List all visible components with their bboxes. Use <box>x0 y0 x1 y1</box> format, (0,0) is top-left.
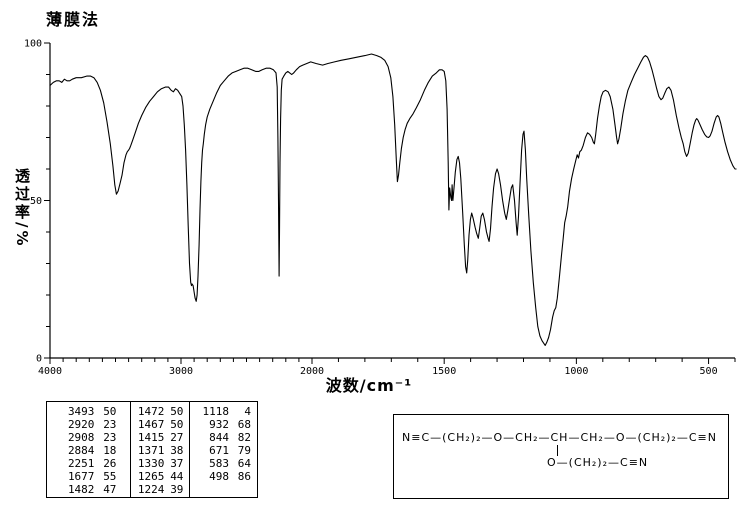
peak-table-row: 1415 27 <box>131 431 189 444</box>
peak-table-row: 1677 55 <box>47 470 130 483</box>
peak-transmittance: 44 <box>170 470 184 483</box>
peak-wavenumber: 844 <box>209 431 229 444</box>
peak-table-column: 1472 50 1467 50 1415 27 1371 38 1330 37 1265 44 1224… <box>130 402 189 497</box>
y-axis-label: 透过率/% <box>13 168 31 249</box>
peak-transmittance: 4 <box>244 405 251 418</box>
peak-transmittance: 55 <box>103 470 117 483</box>
peak-wavenumber: 1482 <box>67 483 95 496</box>
peak-transmittance: 50 <box>170 418 184 431</box>
peak-table: 3493 50 2920 23 2908 23 2884 18 2251 26 1677 55 1482… <box>46 401 258 498</box>
peak-table-row: 1467 50 <box>131 418 189 431</box>
peak-table-row: 3493 50 <box>47 405 130 418</box>
x-tick-label: 4000 <box>38 366 62 377</box>
peak-table-row: 1118 4 <box>190 405 257 418</box>
peak-wavenumber: 1472 <box>137 405 165 418</box>
peak-wavenumber: 1415 <box>137 431 165 444</box>
peak-transmittance: 86 <box>237 470 251 483</box>
peak-transmittance: 50 <box>170 405 184 418</box>
structure-box: N≡C—(CH₂)₂—O—CH₂—CH—CH₂—O—(CH₂)₂—C≡N O—(… <box>393 414 729 499</box>
peak-wavenumber: 1371 <box>137 444 165 457</box>
peak-wavenumber: 1677 <box>67 470 95 483</box>
peak-wavenumber: 1330 <box>137 457 165 470</box>
peak-transmittance: 79 <box>237 444 251 457</box>
peak-transmittance: 38 <box>170 444 184 457</box>
x-tick-label: 1000 <box>564 366 588 377</box>
x-axis-label: 波数/cm⁻¹ <box>325 376 413 395</box>
peak-wavenumber: 1224 <box>137 483 165 496</box>
peak-wavenumber: 1467 <box>137 418 165 431</box>
peak-transmittance: 39 <box>170 483 184 496</box>
peak-table-row: 498 86 <box>190 470 257 483</box>
x-tick-label: 500 <box>700 366 718 377</box>
peak-wavenumber: 1118 <box>202 405 230 418</box>
peak-table-row: 932 68 <box>190 418 257 431</box>
peak-transmittance: 68 <box>237 418 251 431</box>
peak-table-column: 1118 4 932 68 844 82 671 79 583 64 498 86 <box>189 402 257 497</box>
peak-table-row: 583 64 <box>190 457 257 470</box>
peak-transmittance: 27 <box>170 431 184 444</box>
peak-transmittance: 23 <box>103 431 117 444</box>
x-tick-label: 2000 <box>300 366 324 377</box>
peak-wavenumber: 2251 <box>67 457 95 470</box>
peak-wavenumber: 2884 <box>67 444 95 457</box>
peak-table-row: 1371 38 <box>131 444 189 457</box>
y-tick-label: 100 <box>24 39 42 50</box>
peak-table-row: 1224 39 <box>131 483 189 496</box>
x-tick-label: 1500 <box>432 366 456 377</box>
structure-formula-main: N≡C—(CH₂)₂—O—CH₂—CH—CH₂—O—(CH₂)₂—C≡N <box>402 431 717 444</box>
peak-wavenumber: 2908 <box>67 431 95 444</box>
peak-table-row: 1472 50 <box>131 405 189 418</box>
x-tick-label: 3000 <box>169 366 193 377</box>
peak-table-row: 1482 47 <box>47 483 130 496</box>
peak-transmittance: 50 <box>103 405 117 418</box>
peak-table-row: 2920 23 <box>47 418 130 431</box>
peak-wavenumber: 671 <box>209 444 229 457</box>
peak-transmittance: 26 <box>103 457 117 470</box>
spectrum-curve <box>49 53 737 346</box>
peak-table-row: 1265 44 <box>131 470 189 483</box>
peak-transmittance: 23 <box>103 418 117 431</box>
peak-transmittance: 47 <box>103 483 117 496</box>
peak-table-row: 844 82 <box>190 431 257 444</box>
peak-wavenumber: 932 <box>209 418 229 431</box>
peak-wavenumber: 583 <box>209 457 229 470</box>
peak-transmittance: 82 <box>237 431 251 444</box>
peak-table-row: 2908 23 <box>47 431 130 444</box>
peak-transmittance: 64 <box>237 457 251 470</box>
peak-table-row: 2251 26 <box>47 457 130 470</box>
peak-wavenumber: 1265 <box>137 470 165 483</box>
peak-wavenumber: 498 <box>209 470 229 483</box>
peak-table-row: 1330 37 <box>131 457 189 470</box>
peak-transmittance: 37 <box>170 457 184 470</box>
structure-bond-connector <box>557 445 558 456</box>
peak-wavenumber: 2920 <box>67 418 95 431</box>
y-tick-label: 50 <box>30 196 42 207</box>
peak-transmittance: 18 <box>103 444 117 457</box>
peak-table-column: 3493 50 2920 23 2908 23 2884 18 2251 26 1677 55 1482… <box>47 402 130 497</box>
y-tick-label: 0 <box>36 354 42 365</box>
structure-formula-branch: O—(CH₂)₂—C≡N <box>547 456 649 469</box>
method-label: 薄膜法 <box>46 10 101 29</box>
peak-wavenumber: 3493 <box>67 405 95 418</box>
peak-table-row: 671 79 <box>190 444 257 457</box>
peak-table-row: 2884 18 <box>47 444 130 457</box>
